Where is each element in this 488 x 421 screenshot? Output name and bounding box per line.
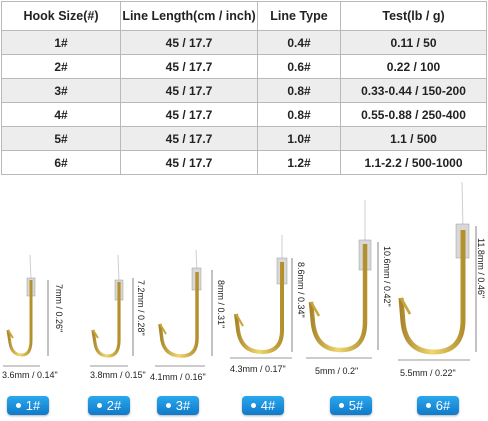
cell-hook-size: 5#: [1, 126, 121, 151]
cell-line-length: 45 / 17.7: [120, 54, 258, 79]
hook-1-width-label: 3.6mm / 0.14": [2, 370, 58, 380]
table-row: 2# 45 / 17.7 0.6# 0.22 / 100: [1, 54, 487, 79]
size-badge-4: 4#: [242, 396, 284, 415]
hook-6-drawing: [398, 181, 477, 361]
hook-5-height-label: 10.6mm / 0.42": [382, 246, 392, 307]
cell-line-length: 45 / 17.7: [120, 30, 258, 55]
badge-dot-icon: [165, 403, 171, 408]
hook-1-drawing: [3, 254, 49, 367]
size-badge-label: 4#: [260, 398, 276, 413]
table-row: 5# 45 / 17.7 1.0# 1.1 / 500: [1, 126, 487, 151]
cell-test: 1.1-2.2 / 500-1000: [340, 150, 487, 175]
size-badge-6: 6#: [417, 396, 459, 415]
size-badge-1: 1#: [7, 396, 49, 415]
badge-dot-icon: [250, 403, 256, 408]
cell-line-type: 0.6#: [257, 54, 341, 79]
size-badge-label: 2#: [106, 398, 122, 413]
cell-line-type: 1.2#: [257, 150, 341, 175]
cell-hook-size: 4#: [1, 102, 121, 127]
hook-3-width-label: 4.1mm / 0.16": [150, 372, 206, 382]
hook-2-drawing: [90, 254, 134, 367]
cell-line-type: 1.0#: [257, 126, 341, 151]
size-badge-label: 1#: [25, 398, 41, 413]
cell-test: 0.55-0.88 / 250-400: [340, 102, 487, 127]
cell-hook-size: 3#: [1, 78, 121, 103]
table-row: 1# 45 / 17.7 0.4# 0.11 / 50: [1, 30, 487, 55]
table-row: 6# 45 / 17.7 1.2# 1.1-2.2 / 500-1000: [1, 150, 487, 175]
badge-dot-icon: [96, 403, 102, 408]
header-hook-size: Hook Size(#): [1, 1, 121, 31]
hook-4-width-label: 4.3mm / 0.17": [230, 364, 286, 374]
hook-6-height-label: 11.8mm / 0.46": [476, 238, 486, 299]
cell-line-length: 45 / 17.7: [120, 126, 258, 151]
size-badge-3: 3#: [157, 396, 199, 415]
hook-6-width-label: 5.5mm / 0.22": [400, 368, 456, 378]
size-badge-label: 6#: [435, 398, 451, 413]
header-line-length: Line Length(cm / inch): [120, 1, 258, 31]
hook-5-width-label: 5mm / 0.2": [315, 366, 359, 376]
size-badge-5: 5#: [330, 396, 372, 415]
hook-3-height-label: 8mm / 0.31": [216, 280, 226, 329]
cell-test: 1.1 / 500: [340, 126, 487, 151]
hook-4-height-label: 8.6mm / 0.34": [296, 262, 306, 318]
hooks-illustration: [3, 181, 477, 367]
cell-line-length: 45 / 17.7: [120, 150, 258, 175]
cell-line-length: 45 / 17.7: [120, 102, 258, 127]
header-test: Test(lb / g): [340, 1, 487, 31]
cell-test: 0.11 / 50: [340, 30, 487, 55]
cell-hook-size: 2#: [1, 54, 121, 79]
badge-dot-icon: [425, 403, 431, 408]
hook-2-height-label: 7.2mm / 0.28": [136, 280, 146, 336]
hook-5-drawing: [306, 200, 379, 359]
table-header-row: Hook Size(#) Line Length(cm / inch) Line…: [1, 1, 487, 31]
table-row: 4# 45 / 17.7 0.8# 0.55-0.88 / 250-400: [1, 102, 487, 127]
hooks-figure: 3.6mm / 0.14" 3.8mm / 0.15" 4.1mm / 0.16…: [0, 180, 488, 421]
hook-4-drawing: [230, 235, 293, 359]
cell-hook-size: 6#: [1, 150, 121, 175]
header-line-type: Line Type: [257, 1, 341, 31]
cell-test: 0.33-0.44 / 150-200: [340, 78, 487, 103]
table-row: 3# 45 / 17.7 0.8# 0.33-0.44 / 150-200: [1, 78, 487, 103]
spec-table: Hook Size(#) Line Length(cm / inch) Line…: [1, 1, 487, 175]
hook-1-height-label: 7mm / 0.26": [54, 284, 64, 333]
cell-line-type: 0.8#: [257, 102, 341, 127]
hook-3-drawing: [155, 249, 213, 367]
badge-dot-icon: [15, 403, 21, 408]
size-badge-2: 2#: [88, 396, 130, 415]
cell-hook-size: 1#: [1, 30, 121, 55]
cell-line-type: 0.8#: [257, 78, 341, 103]
badge-dot-icon: [338, 403, 344, 408]
cell-test: 0.22 / 100: [340, 54, 487, 79]
size-badge-label: 3#: [175, 398, 191, 413]
size-badge-label: 5#: [348, 398, 364, 413]
cell-line-type: 0.4#: [257, 30, 341, 55]
hook-2-width-label: 3.8mm / 0.15": [90, 370, 146, 380]
cell-line-length: 45 / 17.7: [120, 78, 258, 103]
